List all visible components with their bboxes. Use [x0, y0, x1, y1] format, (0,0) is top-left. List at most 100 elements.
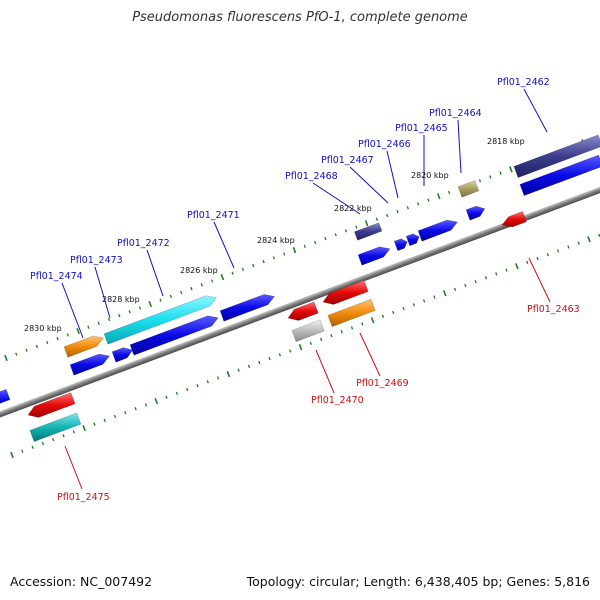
- gene-label-pfl01-2467[interactable]: Pfl01_2467: [321, 155, 374, 166]
- label-leaders: [61, 88, 551, 490]
- tick-label-2830: 2830 kbp: [24, 324, 62, 333]
- tick-mark-lower: [350, 326, 354, 330]
- tick-mark-upper: [148, 300, 153, 308]
- tick-mark-lower: [577, 241, 580, 245]
- gene-pfl01-2472[interactable]: [103, 295, 218, 345]
- gene-pfl01-2473[interactable]: [69, 353, 111, 376]
- tick-mark-lower: [340, 330, 343, 334]
- tick-mark-lower: [361, 322, 364, 326]
- leader-line: [94, 266, 111, 319]
- tick-mark-lower: [103, 418, 106, 422]
- gene-label-pfl01-2470[interactable]: Pfl01_2470: [311, 395, 364, 406]
- tick-mark-lower: [196, 384, 199, 388]
- gene-left-edge[interactable]: [0, 388, 11, 410]
- tick-mark-upper: [364, 220, 369, 227]
- tick-mark-upper: [324, 236, 327, 241]
- gene-pfl01-2470b[interactable]: [291, 319, 325, 342]
- tick-mark-lower: [484, 276, 488, 280]
- leader-line: [61, 282, 84, 339]
- gene-pfl01-2465[interactable]: [417, 219, 459, 242]
- leader-line: [386, 150, 399, 199]
- accession-text: Accession: NC_007492: [10, 574, 153, 589]
- gene-pfl01-2462[interactable]: [513, 134, 600, 178]
- tick-label-2820: 2820 kbp: [411, 171, 449, 180]
- tick-mark-lower: [412, 303, 415, 307]
- tick-mark-upper: [241, 267, 245, 272]
- gene-pfl01-2473b[interactable]: [111, 347, 134, 363]
- tick-mark-lower: [175, 391, 178, 395]
- tick-mark-lower: [423, 299, 426, 303]
- tick-mark-lower: [154, 397, 159, 405]
- leader-line: [349, 166, 389, 204]
- gene-pfl01-2464b[interactable]: [465, 205, 486, 221]
- gene-pfl01-2469[interactable]: [327, 298, 376, 327]
- gene-label-pfl01-2466[interactable]: Pfl01_2466: [358, 139, 411, 150]
- leader-line: [457, 119, 462, 174]
- leader-line: [315, 349, 335, 394]
- tick-row-lower: [10, 233, 600, 459]
- tick-mark-upper: [231, 271, 234, 275]
- leader-line: [64, 445, 83, 490]
- tick-mark-lower: [319, 337, 323, 342]
- tick-mark-lower: [52, 437, 55, 442]
- leader-line: [213, 221, 235, 269]
- tick-mark-lower: [237, 368, 240, 372]
- tick-mark-upper: [97, 321, 100, 325]
- tick-mark-upper: [190, 287, 193, 291]
- tick-mark-lower: [268, 357, 271, 361]
- gene-label-pfl01-2469[interactable]: Pfl01_2469: [356, 378, 409, 389]
- tick-mark-lower: [567, 245, 570, 249]
- tick-mark-upper: [159, 298, 162, 302]
- tick-mark-lower: [10, 451, 14, 459]
- gene-label-pfl01-2462[interactable]: Pfl01_2462: [497, 77, 550, 88]
- tick-mark-lower: [289, 349, 292, 353]
- gene-label-pfl01-2465[interactable]: Pfl01_2465: [395, 123, 448, 134]
- gene-label-pfl01-2463[interactable]: Pfl01_2463: [527, 304, 580, 315]
- gene-pfl01-2475b[interactable]: [29, 412, 82, 442]
- tick-mark-upper: [355, 225, 358, 229]
- gene-pfl01-2468b[interactable]: [357, 246, 391, 266]
- gene-pfl01-2463[interactable]: [501, 211, 527, 228]
- tick-mark-lower: [134, 407, 137, 411]
- gene-pfl01-2471b[interactable]: [129, 315, 219, 356]
- tick-mark-lower: [72, 430, 75, 434]
- gene-pfl01-2469b[interactable]: [322, 279, 369, 305]
- gene-pfl01-2471[interactable]: [219, 294, 276, 322]
- gene-pfl01-2474[interactable]: [63, 335, 105, 358]
- gene-label-pfl01-2471[interactable]: Pfl01_2471: [187, 210, 240, 221]
- gene-pfl01-2462b[interactable]: [519, 154, 600, 196]
- tick-mark-upper: [344, 229, 348, 233]
- tick-mark-upper: [107, 317, 111, 322]
- leader-line: [359, 332, 381, 377]
- gene-pfl01-2467[interactable]: [393, 238, 408, 252]
- gene-label-pfl01-2475[interactable]: Pfl01_2475: [57, 492, 110, 503]
- tick-mark-upper: [138, 306, 142, 310]
- tick-mark-upper: [334, 233, 337, 237]
- tick-mark-upper: [272, 256, 276, 260]
- tick-mark-upper: [118, 313, 121, 318]
- tick-mark-lower: [144, 403, 148, 407]
- leader-line: [523, 88, 548, 133]
- tick-mark-lower: [21, 449, 24, 453]
- gene-pfl01-2466[interactable]: [405, 233, 420, 247]
- tick-label-2826: 2826 kbp: [180, 266, 218, 275]
- gene-label-pfl01-2468[interactable]: Pfl01_2468: [285, 171, 338, 182]
- tick-mark-upper: [220, 274, 225, 281]
- leader-line: [312, 182, 361, 215]
- tick-mark-lower: [330, 333, 333, 338]
- tick-mark-lower: [556, 249, 560, 253]
- gene-pfl01-2468[interactable]: [354, 222, 383, 241]
- gene-label-pfl01-2474[interactable]: Pfl01_2474: [30, 271, 83, 282]
- tick-mark-lower: [206, 380, 209, 384]
- gene-label-pfl01-2473[interactable]: Pfl01_2473: [70, 255, 123, 266]
- gene-pfl01-2470[interactable]: [287, 301, 319, 321]
- gene-label-pfl01-2464[interactable]: Pfl01_2464: [429, 108, 482, 119]
- tick-mark-lower: [165, 395, 168, 399]
- gene-pfl01-2464[interactable]: [457, 180, 480, 198]
- gene-pfl01-2475[interactable]: [27, 392, 76, 418]
- gene-label-pfl01-2472[interactable]: Pfl01_2472: [117, 238, 170, 249]
- tick-mark-lower: [464, 283, 467, 288]
- tick-mark-upper: [489, 175, 492, 179]
- tick-mark-lower: [31, 445, 34, 449]
- tick-mark-upper: [447, 190, 451, 194]
